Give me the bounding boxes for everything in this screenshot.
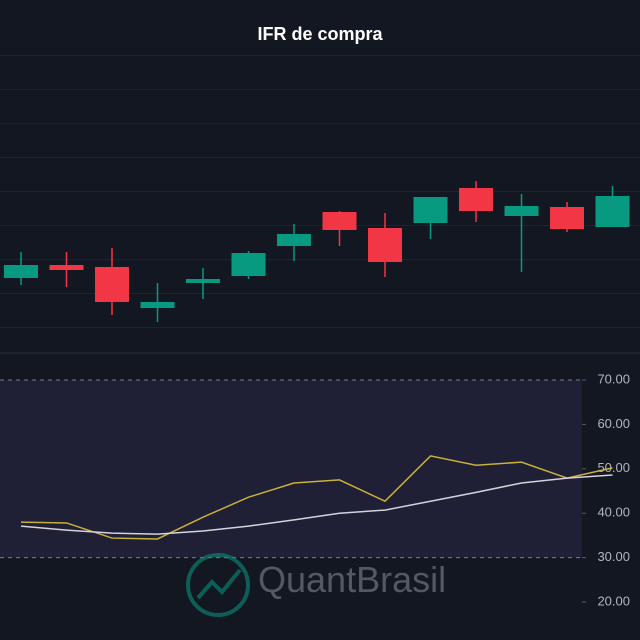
grid-pattern (0, 45, 640, 352)
candle-body (368, 228, 402, 262)
y-tick-label: 20.00 (597, 593, 630, 608)
candle-body (504, 206, 539, 216)
candle-body (459, 188, 493, 211)
candle-body (322, 212, 357, 230)
candle-body (550, 207, 584, 229)
candle-body (595, 196, 630, 227)
y-tick-label: 70.00 (597, 371, 630, 386)
y-tick-label: 40.00 (597, 505, 630, 520)
rsi-line (20, 474, 613, 535)
candle-body (231, 253, 266, 276)
y-tick-label: 60.00 (597, 416, 630, 431)
watermark-b: Brasil (356, 559, 446, 600)
watermark-text: QuantBrasil (258, 559, 446, 600)
rsi-band (0, 380, 582, 558)
candle-body (4, 265, 38, 278)
watermark-logo-arrow (196, 568, 242, 600)
candle-body (413, 197, 448, 223)
watermark-logo (186, 553, 250, 617)
candle-body (49, 265, 84, 270)
chart-title: IFR de compra (257, 24, 383, 44)
candle-body (277, 234, 311, 246)
watermark: QuantBrasil (186, 553, 446, 617)
rsi-line (20, 455, 613, 540)
candle-body (186, 279, 220, 283)
y-tick-label: 30.00 (597, 549, 630, 564)
y-tick-label: 50.00 (597, 460, 630, 475)
candle-body (140, 302, 175, 308)
watermark-a: Quant (258, 559, 356, 600)
candle-body (95, 267, 129, 302)
